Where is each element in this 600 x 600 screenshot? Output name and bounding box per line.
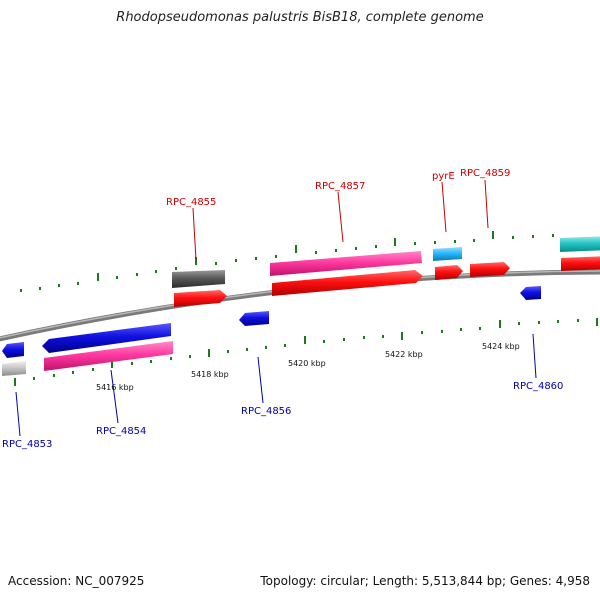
gene-RPC_4855-gray[interactable]	[172, 270, 225, 288]
genome-stats-text: Topology: circular; Length: 5,513,844 bp…	[260, 574, 590, 588]
label-RPC_4853: RPC_4853	[2, 439, 52, 450]
label-RPC_4856: RPC_4856	[241, 406, 291, 417]
gene-RPC_4859-cds[interactable]	[470, 262, 510, 277]
gene-RPC_4854-rna[interactable]	[44, 341, 173, 371]
label-RPC_4854: RPC_4854	[96, 426, 146, 437]
gene-RPC_4855-cds[interactable]	[174, 290, 227, 307]
label-RPC_4855: RPC_4855	[166, 197, 216, 208]
gene-RPC_4854-cds[interactable]	[42, 323, 171, 353]
gene-pyrE-rna[interactable]	[433, 247, 462, 261]
gene-RPC_4857-cds[interactable]	[272, 270, 423, 296]
tick-label-5420: 5420 kbp	[288, 359, 326, 368]
tick-label-5418: 5418 kbp	[191, 370, 229, 379]
label-leaders	[15, 179, 537, 437]
label-RPC_4859: RPC_4859	[460, 168, 510, 179]
gene-RPC_4853-cds[interactable]	[2, 342, 24, 358]
gene-right-edge-cds[interactable]	[561, 256, 600, 271]
label-RPC_4857: RPC_4857	[315, 181, 365, 192]
gene-RPC_4857-rna[interactable]	[270, 251, 422, 276]
gene-pyrE-cds[interactable]	[435, 265, 463, 280]
tick-label-5424: 5424 kbp	[482, 342, 520, 351]
gene-RPC_4860-cds[interactable]	[520, 286, 541, 300]
gene-teal-rna[interactable]	[560, 236, 600, 252]
accession-text: Accession: NC_007925	[8, 574, 145, 588]
tick-label-5416: 5416 kbp	[96, 383, 134, 392]
outer-tick-row	[20, 231, 554, 292]
gene-RPC_4856-cds[interactable]	[239, 311, 269, 326]
gene-RPC_4853-rna[interactable]	[2, 361, 26, 376]
tick-label-5422: 5422 kbp	[385, 350, 423, 359]
inner-tick-row	[14, 318, 598, 386]
label-pyrE: pyrE	[432, 171, 455, 182]
label-RPC_4860: RPC_4860	[513, 381, 563, 392]
map-title: Rhodopseudomonas palustris BisB18, compl…	[116, 10, 484, 25]
